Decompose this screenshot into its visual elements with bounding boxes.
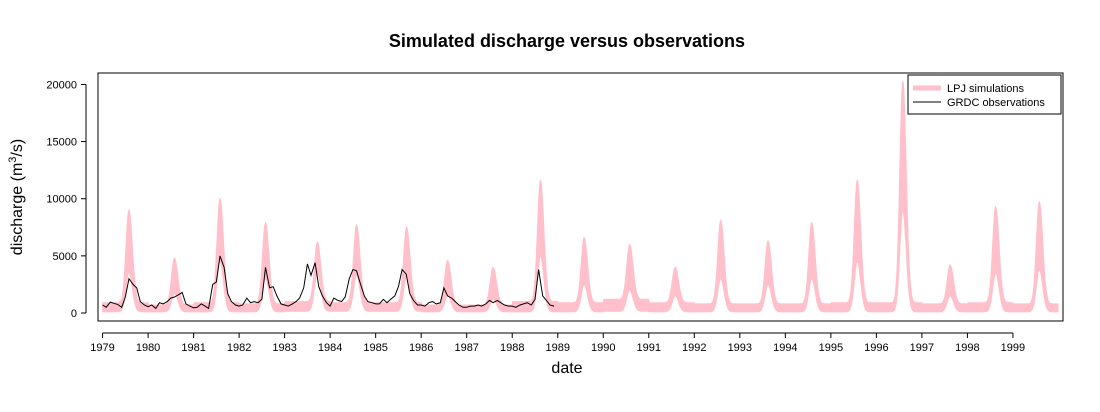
y-tick-label: 20000 — [46, 79, 77, 91]
simulation-band — [102, 80, 1059, 313]
x-tick-label: 1989 — [545, 342, 569, 354]
x-tick-label: 1983 — [272, 342, 296, 354]
y-tick-label: 5000 — [53, 251, 77, 263]
x-tick-label: 1984 — [318, 342, 342, 354]
x-tick-label: 1991 — [637, 342, 661, 354]
x-axis-label: date — [551, 360, 582, 377]
x-tick-label: 1997 — [910, 342, 934, 354]
x-tick-label: 1981 — [181, 342, 205, 354]
y-axis-label-main: discharge (m — [9, 163, 26, 255]
x-tick-label: 1985 — [363, 342, 387, 354]
x-tick-label: 1980 — [136, 342, 160, 354]
plot-frame — [97, 72, 1064, 322]
legend-label-simulations: LPJ simulations — [947, 83, 1025, 95]
x-tick-label: 1988 — [500, 342, 524, 354]
legend: LPJ simulations GRDC observations — [907, 74, 1062, 115]
y-axis-label-sup: 3 — [7, 157, 19, 163]
x-tick-label: 1982 — [227, 342, 251, 354]
y-tick-label: 15000 — [46, 137, 77, 149]
x-tick-label: 1999 — [1001, 342, 1025, 354]
x-tick-label: 1994 — [773, 342, 797, 354]
chart-title: Simulated discharge versus observations — [389, 31, 745, 51]
legend-box — [907, 74, 1062, 115]
x-tick-label: 1993 — [728, 342, 752, 354]
x-axis: 1979 1980 1981 1982 1983 1984 1985 1986 1987 1988… — [90, 332, 1025, 354]
y-axis: 0 5000 10000 15000 20000 — [46, 79, 87, 320]
y-tick-label: 10000 — [46, 194, 77, 206]
legend-label-observations: GRDC observations — [947, 97, 1045, 109]
x-tick-label: 1990 — [591, 342, 615, 354]
y-tick-label: 0 — [71, 308, 77, 320]
x-tick-label: 1987 — [454, 342, 478, 354]
y-axis-label-end: /s) — [9, 139, 26, 157]
x-tick-label: 1996 — [864, 342, 888, 354]
x-tick-label: 1986 — [409, 342, 433, 354]
x-tick-label: 1998 — [955, 342, 979, 354]
x-tick-label: 1979 — [90, 342, 114, 354]
plot-area — [102, 80, 1059, 313]
x-tick-label: 1992 — [682, 342, 706, 354]
y-axis-label: discharge (m3/s) — [7, 139, 26, 255]
x-tick-label: 1995 — [819, 342, 843, 354]
observation-line — [102, 255, 555, 310]
